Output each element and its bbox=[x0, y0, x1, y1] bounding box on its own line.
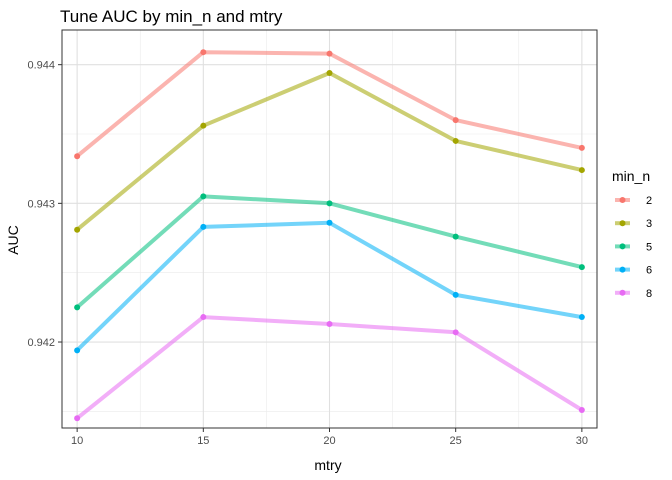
data-point-5 bbox=[326, 200, 333, 207]
legend-key-point-6 bbox=[619, 266, 626, 273]
legend-key-point-3 bbox=[619, 220, 626, 227]
data-point-6 bbox=[326, 219, 333, 226]
data-point-5 bbox=[74, 304, 81, 311]
y-tick-label: 0.942 bbox=[27, 337, 55, 349]
data-point-8 bbox=[326, 320, 333, 327]
data-point-8 bbox=[200, 314, 207, 321]
legend-label-3: 3 bbox=[646, 218, 652, 230]
y-axis-title: AUC bbox=[5, 225, 21, 255]
y-tick-label: 0.944 bbox=[27, 60, 55, 72]
legend-key-point-8 bbox=[619, 289, 626, 296]
data-point-8 bbox=[74, 415, 81, 422]
data-point-3 bbox=[326, 69, 333, 76]
legend-label-5: 5 bbox=[646, 241, 652, 253]
series-points bbox=[61, 29, 598, 429]
data-point-3 bbox=[200, 122, 207, 129]
data-point-6 bbox=[200, 223, 207, 230]
x-axis-ticks: 10 15 20 25 30 bbox=[71, 428, 588, 447]
x-axis-title: mtry bbox=[314, 457, 341, 473]
data-point-8 bbox=[452, 329, 459, 336]
data-point-2 bbox=[200, 49, 207, 56]
data-point-2 bbox=[452, 117, 459, 124]
legend-label-2: 2 bbox=[646, 195, 652, 207]
x-tick-label: 10 bbox=[71, 435, 83, 447]
data-point-8 bbox=[578, 406, 585, 413]
data-point-3 bbox=[452, 137, 459, 144]
x-tick-label: 15 bbox=[197, 435, 209, 447]
data-point-6 bbox=[74, 347, 81, 354]
data-point-2 bbox=[74, 153, 81, 160]
y-tick-label: 0.943 bbox=[27, 198, 55, 210]
data-point-2 bbox=[326, 50, 333, 57]
legend-key-point-2 bbox=[619, 197, 626, 203]
legend-label-6: 6 bbox=[646, 265, 652, 277]
data-point-6 bbox=[578, 314, 585, 321]
x-tick-label: 30 bbox=[576, 435, 588, 447]
data-point-2 bbox=[578, 144, 585, 151]
x-tick-label: 20 bbox=[323, 435, 335, 447]
data-point-5 bbox=[578, 264, 585, 271]
legend-key-point-5 bbox=[619, 243, 626, 250]
y-axis-ticks: 0.942 0.943 0.944 bbox=[27, 60, 62, 349]
legend-title: min_n bbox=[612, 168, 650, 184]
data-point-5 bbox=[452, 233, 459, 240]
data-point-3 bbox=[74, 226, 81, 233]
data-point-6 bbox=[452, 291, 459, 298]
chart-title: Tune AUC by min_n and mtry bbox=[60, 7, 283, 26]
legend: min_n 2 3 5 6 8 bbox=[612, 168, 652, 300]
data-point-5 bbox=[200, 193, 207, 200]
legend-label-8: 8 bbox=[646, 288, 652, 300]
x-tick-label: 25 bbox=[450, 435, 462, 447]
data-point-3 bbox=[578, 167, 585, 174]
